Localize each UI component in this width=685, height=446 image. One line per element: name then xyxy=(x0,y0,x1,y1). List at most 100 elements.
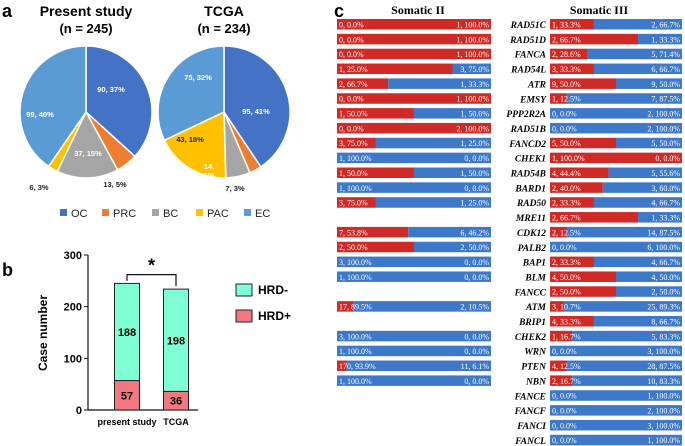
somatic-iii-bar-blue-segment xyxy=(593,197,682,208)
somatic-iii-bar-red-segment xyxy=(550,182,603,193)
gene-label: BAP1 xyxy=(522,259,546,269)
somatic-iii-bar-left-label: 1, 12.5% xyxy=(552,95,581,104)
somatic-iii-bar-blue-segment xyxy=(566,360,682,372)
somatic-ii-bar-left-label: 3, 100.0% xyxy=(339,332,372,341)
somatic-iii-bar-left-label: 0, 0.0% xyxy=(552,392,577,401)
somatic-iii-bar-blue-segment xyxy=(638,33,682,45)
somatic-ii-bar-blue-segment xyxy=(414,108,491,119)
somatic-ii-bar-left-label: 1, 25.0% xyxy=(339,65,368,74)
gene-label: BRIP1 xyxy=(518,318,546,328)
pie-data-label: 6, 3% xyxy=(29,183,49,192)
bar-hrd-neg xyxy=(163,288,189,392)
somatic-iii-bar-right-label: 2, 100.0% xyxy=(647,124,680,133)
somatic-iii-bar-red-segment xyxy=(550,330,573,342)
somatic-ii-bar-right-label: 1, 25.0% xyxy=(460,139,489,148)
legend-label-hrd_pos: HRD+ xyxy=(258,309,291,323)
somatic-iii-bar-right-label: 4, 50.0% xyxy=(651,273,680,282)
somatic-iii-bar-blue-segment xyxy=(593,256,682,268)
somatic-iii-bar-red-segment xyxy=(550,375,573,386)
somatic-iii-bar-red-segment xyxy=(550,301,565,312)
somatic-iii-bar-blue-segment xyxy=(616,78,682,89)
pie-data-label: 75, 32% xyxy=(184,73,212,82)
somatic-iii-bar-red-segment xyxy=(550,167,609,178)
legend-swatch-hrd_pos xyxy=(235,309,253,323)
somatic-ii-bar-red-segment xyxy=(337,241,414,253)
somatic-iii-bar-left-label: 0, 0.0% xyxy=(552,110,577,119)
somatic-iii-bar-left-label: 2, 12.5% xyxy=(552,228,581,237)
somatic-ii-bar-left-label: 0, 0.0% xyxy=(339,20,364,29)
somatic-iii-bar-left-label: 0, 0.0% xyxy=(552,124,577,133)
somatic-iii-bar-blue-segment xyxy=(566,226,682,238)
pie-data-label: 90, 37% xyxy=(97,85,125,94)
somatic-ii-bar-right-label: 1, 100.0% xyxy=(456,50,489,59)
somatic-iii-bar-red-segment xyxy=(550,360,567,372)
somatic-iii-bar-right-label: 1, 100.0% xyxy=(647,392,680,401)
somatic-iii-bar-red-segment xyxy=(550,93,567,104)
pie1-title: Present study xyxy=(40,3,133,19)
somatic-ii-bar-left-label: 7, 53.8% xyxy=(339,228,368,237)
somatic-iii-bar-left-label: 2, 66.7% xyxy=(552,35,581,44)
somatic-iii-bar-blue-segment xyxy=(616,286,682,297)
somatic-iii-bar-blue-segment xyxy=(593,63,682,75)
somatic-ii-bar-blue-segment xyxy=(375,197,491,208)
somatic-iii-bar-right-label: 14, 87.5% xyxy=(647,228,680,237)
somatic-ii-bar-blue-segment xyxy=(388,78,491,89)
y-axis-label: Case number xyxy=(36,295,50,371)
column-title-somatic-iii: Somatic III xyxy=(570,3,629,17)
somatic-iii-bar-blue-segment xyxy=(608,167,682,178)
somatic-iii-bar-left-label: 0, 0.0% xyxy=(552,243,577,252)
somatic-ii-bar-blue-segment xyxy=(346,360,491,372)
somatic-iii-bar-right-label: 2, 100.0% xyxy=(647,407,680,416)
somatic-iii-bar-left-label: 2, 16.7% xyxy=(552,377,581,386)
y-tick-label: 100 xyxy=(64,353,82,365)
legend-label-ec: EC xyxy=(255,208,270,220)
somatic-ii-bar-red-segment xyxy=(337,63,453,75)
somatic-iii-bar-left-label: 0, 0.0% xyxy=(552,347,577,356)
somatic-ii-bar-left-label: 17, 89.5% xyxy=(339,303,372,312)
somatic-iii-bar-blue-segment xyxy=(593,316,682,327)
pie2-subtitle: (n = 234) xyxy=(197,21,250,36)
pie-slice-oc xyxy=(85,45,153,158)
somatic-iii-bar-red-segment xyxy=(550,212,639,223)
legend-label-oc: OC xyxy=(71,208,88,220)
gene-label: RAD51B xyxy=(510,125,546,135)
somatic-iii-bar-left-label: 1, 16.7% xyxy=(552,332,581,341)
gene-label: WRN xyxy=(524,348,547,358)
somatic-ii-bar-right-label: 2, 100.0% xyxy=(456,124,489,133)
somatic-ii-bar-left-label: 1, 100.0% xyxy=(339,273,372,282)
somatic-iii-bar-red-segment xyxy=(550,33,639,45)
somatic-ii-bar-left-label: 0, 0.0% xyxy=(339,95,364,104)
bar-hrd-neg xyxy=(114,282,140,382)
somatic-iii-bar-blue-segment xyxy=(550,419,682,431)
gene-label: FANCF xyxy=(514,407,547,417)
somatic-ii-bar-right-label: 11, 6.1% xyxy=(461,362,490,371)
somatic-ii-bar-blue-segment xyxy=(337,182,491,193)
somatic-iii-bar-left-label: 0, 0.0% xyxy=(552,407,577,416)
legend-swatch-ec xyxy=(244,209,251,216)
somatic-gene-bars: 0, 0.0% 1, 100.0% 0, 0.0% 1, 100.0% 0, 0.0% 1… xyxy=(337,19,682,446)
y-tick-label: 300 xyxy=(64,250,82,262)
somatic-iii-bar-red-segment xyxy=(550,152,682,164)
somatic-iii-bar-right-label: 5, 71.4% xyxy=(651,50,680,59)
gene-label: RAD50 xyxy=(516,199,546,209)
legend-swatch-hrd_neg xyxy=(235,283,253,297)
pie-data-label: 13, 5% xyxy=(103,180,127,189)
somatic-ii-bar-left-label: 1, 100.0% xyxy=(339,184,372,193)
somatic-ii-bar-left-label: 3, 75.0% xyxy=(339,199,368,208)
y-tick-label: 0 xyxy=(76,405,82,417)
pie-data-label: 14, xyxy=(204,162,214,171)
somatic-iii-bar-left-label: 4, 33.3% xyxy=(552,317,581,326)
bar-value-label: 188 xyxy=(118,327,136,339)
gene-label: FANCL xyxy=(514,437,546,446)
somatic-ii-bar-left-label: 2, 50.0% xyxy=(339,243,368,252)
somatic-ii-bar-right-label: 0, 0.0% xyxy=(464,332,489,341)
pie-data-label: 43, 18% xyxy=(176,135,204,144)
somatic-ii-bar-right-label: 2, 50.0% xyxy=(460,243,489,252)
somatic-ii-bar-left-label: 1, 100.0% xyxy=(339,377,372,386)
bar-value-label: 57 xyxy=(121,390,133,402)
pie-data-label: 6% xyxy=(204,171,215,180)
somatic-ii-bar-red-segment xyxy=(337,167,414,178)
somatic-iii-bar-left-label: 9, 50.0% xyxy=(552,80,581,89)
somatic-iii-bar-left-label: 3, 33.3% xyxy=(552,65,581,74)
somatic-iii-bar-right-label: 5, 55.6% xyxy=(651,169,680,178)
